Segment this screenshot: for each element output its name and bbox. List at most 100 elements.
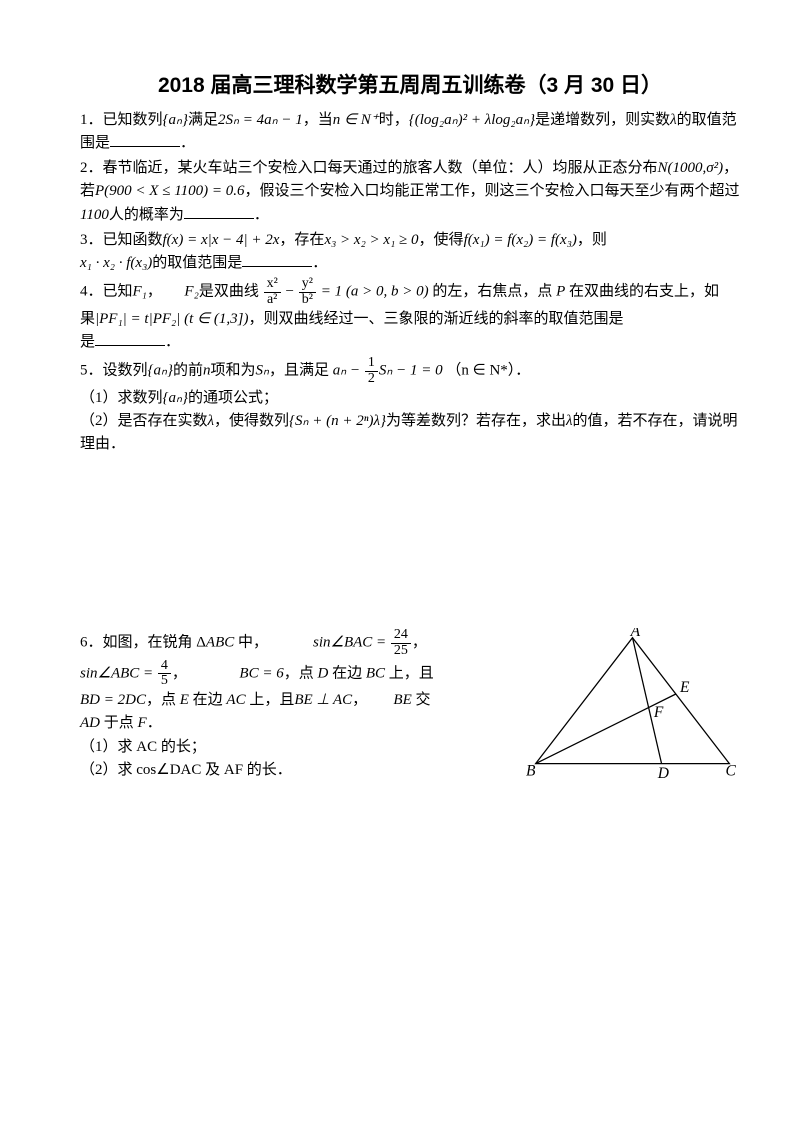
text: 交 [412, 692, 431, 708]
label-A: A [630, 628, 641, 640]
text: n ∈ N⁺ [333, 112, 379, 128]
text: ，且满足 [269, 363, 329, 379]
label-F: F [653, 704, 664, 721]
text: F₁ [133, 284, 147, 300]
label-B: B [526, 763, 536, 780]
fraction: 2425 [391, 628, 411, 658]
text: 在边 [189, 692, 227, 708]
text: AC [226, 692, 245, 708]
text: {aₙ} [163, 112, 188, 128]
text: 在边 [328, 665, 366, 681]
text: ，则双曲线经过一、三象限的渐近线的斜率的取值范围是 [248, 311, 623, 327]
text: D [317, 665, 328, 681]
text: E [180, 692, 189, 708]
fraction: y²b² [299, 277, 316, 307]
text: 满足 [188, 112, 218, 128]
text: 是递增数列，则实数 [535, 112, 670, 128]
text: {aₙ} [163, 390, 188, 406]
denom: 2 [365, 372, 378, 387]
text: 于点 [100, 715, 138, 731]
text: 1．已知数列 [80, 112, 163, 128]
problem-4: 4．已知F₁， F₂是双曲线 x²a² − y²b² = 1 (a > 0, b… [80, 277, 740, 354]
text: ． [254, 207, 269, 223]
text: （2）是否存在实数 [80, 413, 208, 429]
text: Sₙ [256, 363, 269, 379]
triangle-diagram: A B C D E F [525, 628, 740, 791]
text: 5．设数列 [80, 363, 148, 379]
text: ， [352, 692, 367, 708]
problem-2: 2．春节临近，某火车站三个安检入口每天通过的旅客人数（单位：人）均服从正态分布N… [80, 157, 740, 227]
text: {aₙ} [148, 363, 173, 379]
text: ． [147, 715, 162, 731]
blank [110, 132, 180, 147]
numer: y² [299, 277, 316, 293]
text: F [138, 715, 147, 731]
text: 中， [234, 635, 268, 651]
text: 6．如图，在锐角 Δ [80, 635, 206, 651]
text: {Sₙ + (n + 2ⁿ)λ} [289, 413, 386, 429]
text: （1）求 AC 的长； [80, 739, 206, 755]
text: 上，且 [246, 692, 295, 708]
text: {(log₂aₙ)² + λlog₂aₙ} [409, 112, 535, 128]
text: N(1000,σ²) [658, 160, 724, 176]
denom: 25 [391, 644, 411, 659]
text: 3．已知函数 [80, 232, 163, 248]
text: P(900 < X ≤ 1100) = 0.6 [95, 183, 244, 199]
text: ，假设三个安检入口均能正常工作，则这三个安检入口每天至少有两个超过 [244, 183, 739, 199]
problem-1: 1．已知数列{aₙ}满足2Sₙ = 4aₙ − 1，当n ∈ N⁺时，{(log… [80, 109, 740, 156]
page-title: 2018 届高三理科数学第五周周五训练卷（3 月 30 日） [80, 70, 740, 103]
text: 人的概率为 [109, 207, 184, 223]
text: ，点 [284, 665, 318, 681]
blank [95, 331, 165, 346]
text: f(x₁) = f(x₂) = f(x₃) [464, 232, 577, 248]
problem-6-text: 6．如图，在锐角 ΔABC 中， sin∠BAC = 2425， sin∠ABC… [80, 628, 515, 782]
denom: b² [299, 293, 316, 308]
text: 的前 [173, 363, 203, 379]
text: 1100 [80, 207, 109, 223]
fraction: 45 [158, 659, 171, 689]
text: ，使得数列 [214, 413, 289, 429]
blank [184, 204, 254, 219]
text: BE ⊥ AC [294, 692, 352, 708]
text: 2Sₙ = 4aₙ − 1 [218, 112, 303, 128]
problem-6: 6．如图，在锐角 ΔABC 中， sin∠BAC = 2425， sin∠ABC… [80, 628, 740, 791]
text: ． [180, 135, 195, 151]
denom: a² [264, 293, 281, 308]
text: 上，且 [385, 665, 434, 681]
text: n [203, 363, 211, 379]
text: 的左，右焦点，点 [429, 284, 557, 300]
text: 项和为 [211, 363, 256, 379]
text: AD [80, 715, 100, 731]
text: aₙ − [333, 363, 364, 379]
text: Sₙ − 1 = 0 [379, 363, 443, 379]
text: （n ∈ N*）． [446, 363, 530, 379]
spacer [80, 458, 740, 628]
text: BD = 2DC [80, 692, 146, 708]
text: = 1 (a > 0, b > 0) [321, 284, 429, 300]
text: x₃ > x₂ > x₁ ≥ 0 [324, 232, 418, 248]
numer: x² [264, 277, 281, 293]
text: ，点 [146, 692, 180, 708]
text: |PF₁| = t|PF₂| (t ∈ (1,3]) [95, 311, 248, 327]
text: 为等差数列？若存在，求出 [386, 413, 566, 429]
numer: 1 [365, 356, 378, 372]
text: ，则 [577, 232, 607, 248]
text: BE [393, 692, 411, 708]
label-C: C [726, 763, 737, 780]
text: 4．已知 [80, 284, 133, 300]
label-E: E [679, 679, 690, 696]
numer: 24 [391, 628, 411, 644]
denom: 5 [158, 674, 171, 689]
problem-3: 3．已知函数f(x) = x|x − 4| + 2x，存在x₃ > x₂ > x… [80, 229, 740, 276]
text: ． [312, 255, 327, 271]
text: 的取值范围是 [152, 255, 242, 271]
text: ． [165, 334, 180, 350]
text: ，当 [303, 112, 333, 128]
text: P [556, 284, 565, 300]
text: ， [147, 284, 185, 300]
text: 时， [379, 112, 409, 128]
problem-5: 5．设数列{aₙ}的前n项和为Sₙ，且满足 aₙ − 12Sₙ − 1 = 0 … [80, 356, 740, 456]
text: sin∠ABC = [80, 665, 157, 681]
label-D: D [657, 765, 669, 782]
fraction: x²a² [264, 277, 281, 307]
